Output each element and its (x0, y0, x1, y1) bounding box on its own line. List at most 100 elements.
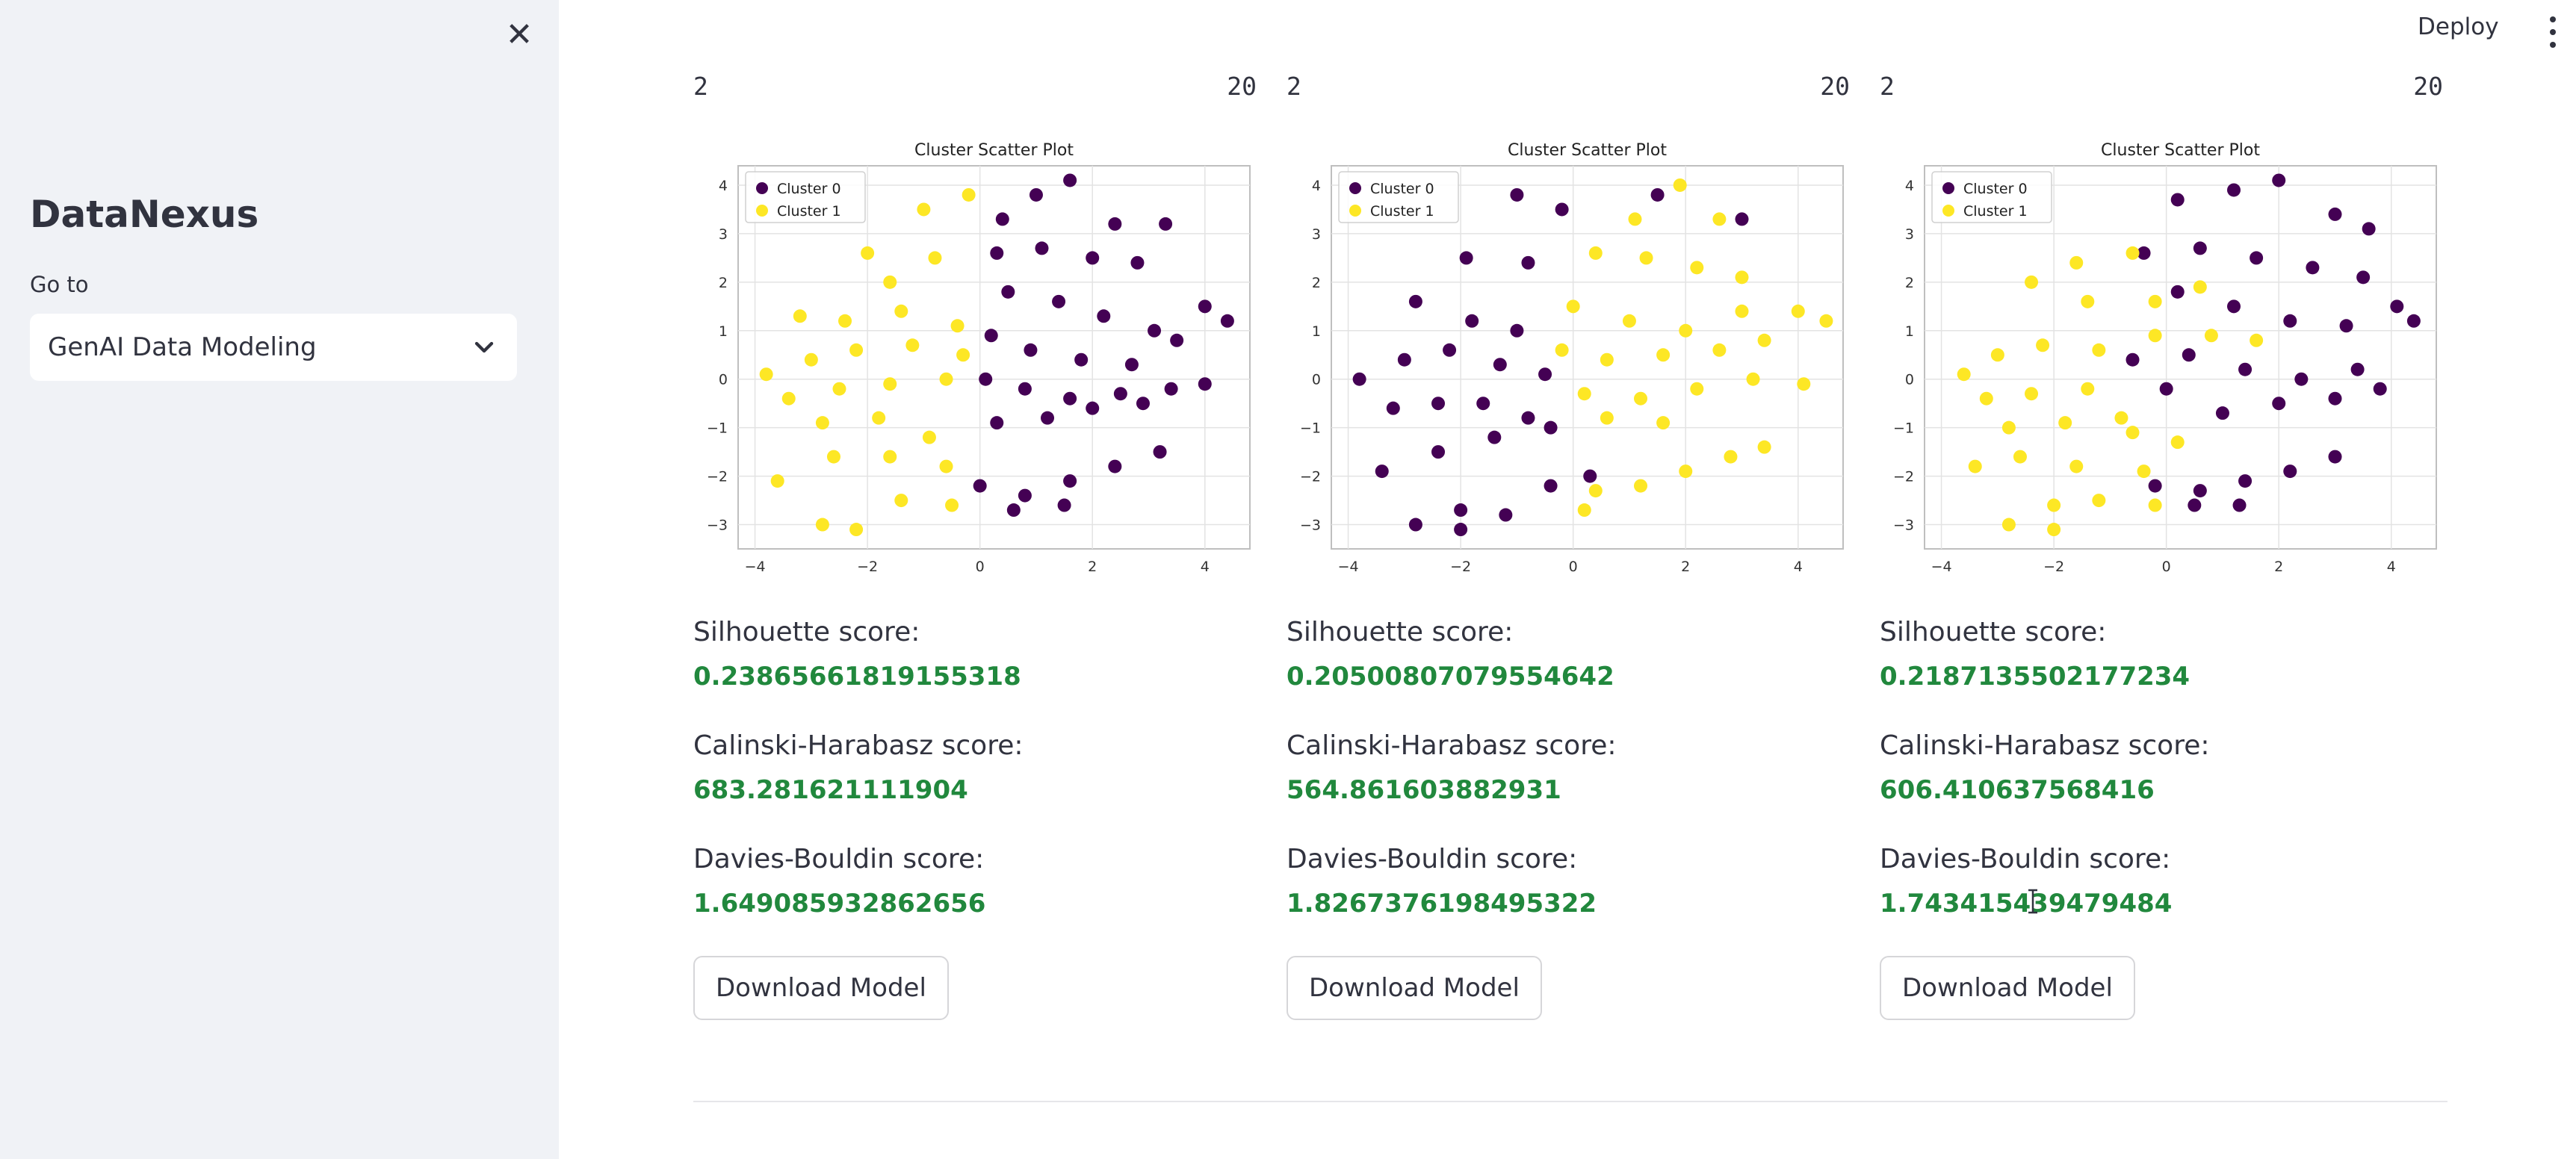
davies-label: Davies-Bouldin score: (1880, 844, 2171, 874)
data-point (1164, 382, 1178, 396)
data-point (1136, 397, 1150, 411)
data-point (2193, 241, 2207, 255)
legend-marker (1942, 205, 1954, 217)
data-point (1555, 343, 1569, 357)
data-point (1510, 323, 1524, 338)
data-point (1757, 440, 1771, 454)
data-point (1566, 299, 1580, 314)
data-point (1639, 251, 1653, 265)
data-point (995, 212, 1009, 226)
data-point (1555, 202, 1569, 217)
data-point (1035, 241, 1049, 255)
davies-label: Davies-Bouldin score: (693, 844, 985, 874)
model-column-3: 2 20 Cluster Scatter Plot −4 −2 0 2 4 −3 −2 −1 0 1… (1880, 0, 2443, 1045)
x-tick-label: −2 (1450, 559, 1471, 575)
data-point (1459, 251, 1473, 265)
data-point (2125, 352, 2140, 367)
data-point (2350, 362, 2365, 376)
x-tick-label: −4 (1338, 559, 1359, 575)
data-point (962, 187, 976, 202)
x-tick-label: −4 (1931, 559, 1952, 575)
data-point (2294, 372, 2309, 386)
data-point (2114, 411, 2128, 425)
legend-marker (1349, 182, 1361, 194)
data-point (1465, 314, 1479, 328)
y-tick-label: −2 (1893, 469, 1914, 485)
nav-select[interactable]: GenAI Data Modeling (30, 314, 517, 381)
y-tick-label: 0 (719, 372, 728, 388)
slider-max-label: 20 (1227, 72, 1257, 101)
data-point (894, 304, 908, 318)
data-point (2092, 343, 2106, 357)
legend-marker (756, 205, 768, 217)
davies-value: 1.8267376198495322 (1287, 889, 1597, 919)
data-point (2250, 333, 2264, 347)
data-point (1628, 212, 1642, 226)
data-point (1819, 314, 1833, 328)
legend-marker (1349, 205, 1361, 217)
y-tick-label: 1 (719, 323, 728, 340)
data-point (922, 430, 936, 444)
data-point (973, 479, 987, 493)
data-point (1735, 270, 1749, 285)
data-point (1538, 367, 1552, 382)
data-point (1086, 401, 1100, 415)
data-point (1650, 187, 1665, 202)
download-model-button[interactable]: Download Model (693, 956, 949, 1020)
legend-entry: Cluster 0 (777, 181, 841, 197)
download-model-button[interactable]: Download Model (1287, 956, 1542, 1020)
data-point (1074, 352, 1089, 367)
data-point (2283, 464, 2297, 479)
data-point (883, 450, 897, 464)
data-point (1113, 387, 1127, 401)
data-point (1029, 187, 1043, 202)
data-point (2362, 222, 2376, 236)
data-point (1673, 178, 1687, 192)
data-point (2081, 294, 2095, 308)
data-point (2001, 420, 2016, 435)
download-model-button[interactable]: Download Model (1880, 956, 2135, 1020)
y-tick-label: 4 (719, 178, 728, 194)
data-point (1499, 508, 1513, 522)
x-tick-label: −2 (2043, 559, 2064, 575)
legend-marker (1942, 182, 1954, 194)
data-point (815, 518, 829, 532)
deploy-button[interactable]: Deploy (2418, 13, 2499, 40)
data-point (1408, 294, 1422, 308)
data-point (2069, 459, 2084, 473)
data-point (2204, 329, 2218, 343)
app-title: DataNexus (30, 193, 259, 236)
y-tick-label: 1 (1905, 323, 1914, 340)
data-point (2339, 319, 2353, 333)
vertical-ellipsis-icon[interactable] (2542, 13, 2564, 51)
data-point (1375, 464, 1389, 479)
data-point (2406, 314, 2421, 328)
x-tick-label: 2 (1088, 559, 1097, 575)
data-point (1656, 416, 1671, 430)
legend-marker (756, 182, 768, 194)
data-point (1968, 459, 1982, 473)
data-point (2328, 450, 2342, 464)
data-point (2193, 484, 2207, 498)
cluster-scatter-plot: Cluster Scatter Plot −4 −2 0 2 4 −3 −2 −1 0 1 2 3 4 Cl… (707, 141, 1251, 575)
data-point (1006, 503, 1021, 518)
close-icon: ✕ (505, 16, 533, 54)
chart-title: Cluster Scatter Plot (1508, 141, 1667, 160)
data-point (1431, 445, 1446, 459)
data-point (1735, 304, 1749, 318)
y-tick-label: 2 (719, 275, 728, 291)
data-point (1724, 450, 1738, 464)
slider-min-label: 2 (1880, 72, 1895, 101)
data-point (939, 372, 953, 386)
data-point (1097, 309, 1111, 323)
close-sidebar-button[interactable]: ✕ (501, 16, 538, 54)
data-point (928, 251, 942, 265)
silhouette-value: 0.20500807079554642 (1287, 662, 1614, 692)
data-point (2390, 299, 2404, 314)
data-point (1052, 294, 1066, 308)
data-point (1024, 343, 1038, 357)
data-point (1510, 187, 1524, 202)
data-point (2170, 193, 2185, 207)
data-point (1757, 333, 1771, 347)
y-tick-label: 3 (1312, 226, 1321, 243)
